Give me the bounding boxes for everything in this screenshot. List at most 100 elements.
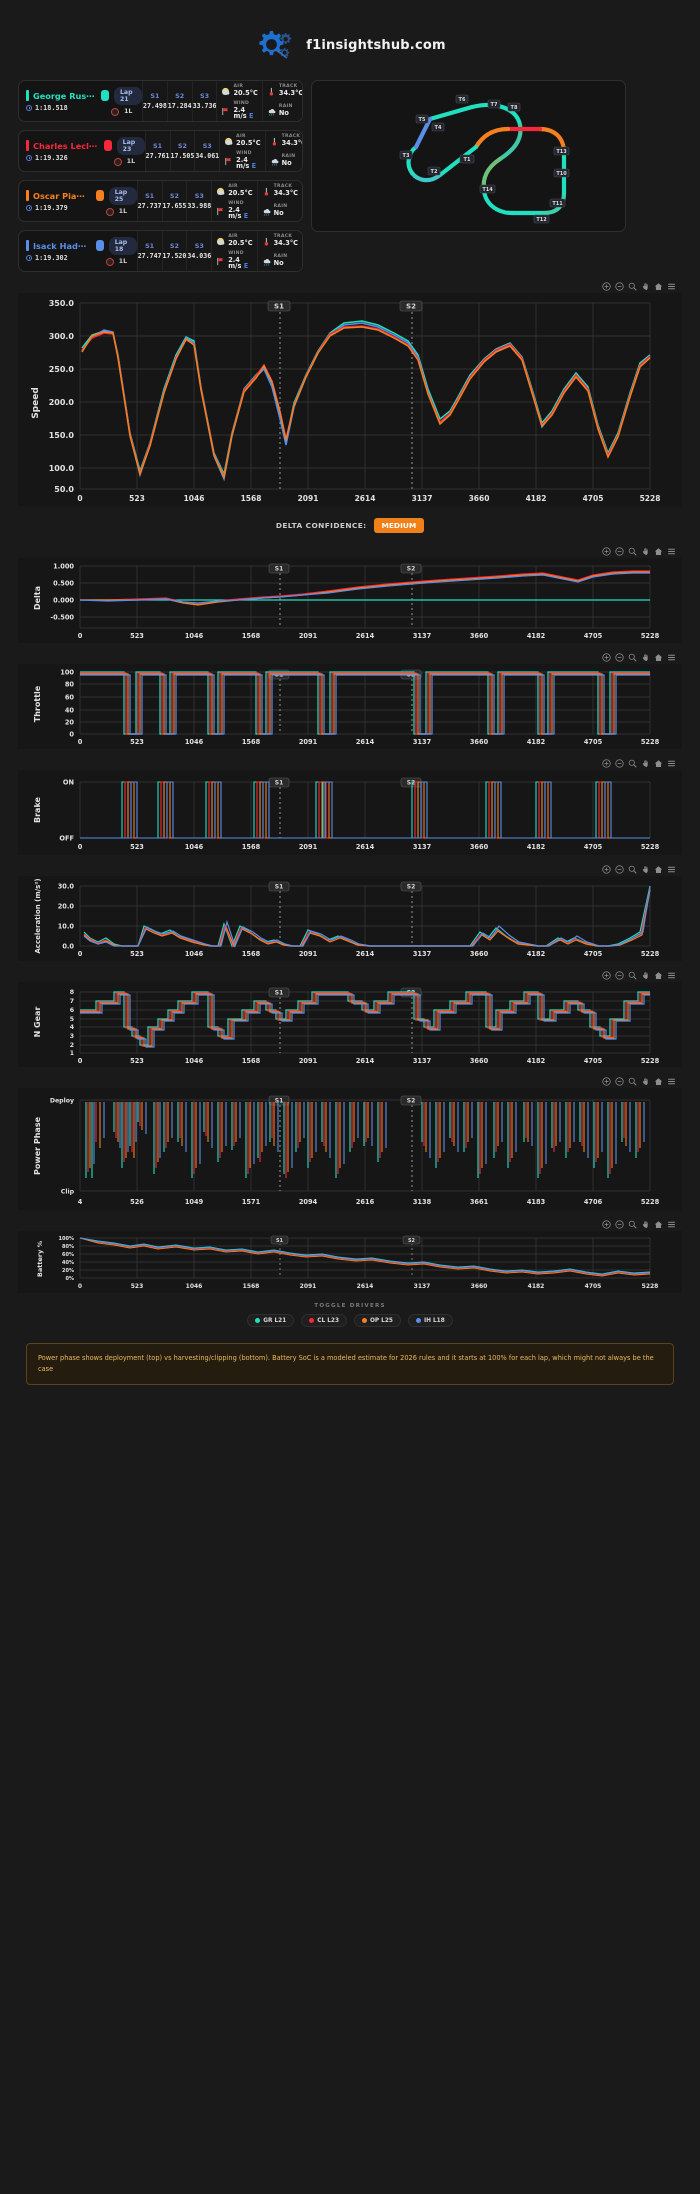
zoom-out-icon[interactable] (615, 282, 624, 291)
zoom-in-icon[interactable] (602, 1220, 611, 1229)
plot-toolbar[interactable] (18, 1218, 682, 1231)
zoom-in-icon[interactable] (602, 759, 611, 768)
zoom-out-icon[interactable] (615, 1220, 624, 1229)
delta-confidence-badge[interactable]: MEDIUM (373, 518, 425, 533)
delta-chart-panel[interactable]: S1 S2 1.000 0.500 0.000 -0.500 0 523 1046 1568… (18, 545, 682, 643)
plot-toolbar[interactable] (18, 969, 682, 982)
driver-card[interactable]: Charles Lecl⋯ 1:19.326 Lap 23 1L (18, 130, 303, 172)
pan-icon[interactable] (641, 282, 650, 291)
search-icon[interactable] (628, 547, 637, 556)
home-icon[interactable] (654, 759, 663, 768)
home-icon[interactable] (654, 1220, 663, 1229)
driver-card[interactable]: Isack Had⋯ 1:19.302 Lap 18 1L (18, 230, 303, 272)
legend-item[interactable]: OP L25 (353, 1314, 401, 1327)
pan-icon[interactable] (641, 971, 650, 980)
plot-toolbar[interactable] (18, 651, 682, 664)
svg-text:60: 60 (65, 694, 75, 702)
home-icon[interactable] (654, 547, 663, 556)
search-icon[interactable] (628, 653, 637, 662)
menu-icon[interactable] (667, 865, 676, 874)
menu-icon[interactable] (667, 971, 676, 980)
weather-rain: RAIN No (256, 201, 302, 221)
legend-item[interactable]: CL L23 (301, 1314, 347, 1327)
plot-toolbar[interactable] (18, 863, 682, 876)
home-icon[interactable] (654, 865, 663, 874)
svg-text:4182: 4182 (527, 843, 546, 851)
zoom-out-icon[interactable] (615, 1077, 624, 1086)
svg-text:0: 0 (78, 843, 83, 851)
throttle-chart-panel[interactable]: S1 S2 100 80 60 40 20 0 0 523 1046 1568 2091 261… (18, 651, 682, 749)
svg-text:0.0: 0.0 (62, 943, 74, 951)
speed-plot[interactable]: S1 S2 350.0 300.0 250.0 200.0 150.0 100.0 50.… (18, 293, 682, 506)
wind-direction: E (243, 262, 249, 271)
driver-card[interactable]: Oscar Pia⋯ 1:19.379 Lap 25 1L (18, 180, 303, 222)
pan-icon[interactable] (641, 865, 650, 874)
svg-text:523: 523 (131, 1283, 144, 1290)
speed-chart-panel[interactable]: S1 S2 350.0 300.0 250.0 200.0 150.0 100.0 50.… (18, 280, 682, 506)
menu-icon[interactable] (667, 759, 676, 768)
sector-value: 27.761 (145, 152, 170, 160)
menu-icon[interactable] (667, 653, 676, 662)
pan-icon[interactable] (641, 759, 650, 768)
menu-icon[interactable] (667, 282, 676, 291)
sector-cell: S1 27.761 (144, 131, 170, 171)
zoom-in-icon[interactable] (602, 547, 611, 556)
search-icon[interactable] (628, 1077, 637, 1086)
zoom-out-icon[interactable] (615, 759, 624, 768)
delta-plot[interactable]: S1 S2 1.000 0.500 0.000 -0.500 0 523 1046 1568… (18, 558, 682, 643)
battery-plot[interactable]: S1 S2 100% 80% 60% 40% 20% 0% 0 523 1046 1568 2… (18, 1231, 682, 1293)
legend-item[interactable]: IH L18 (407, 1314, 453, 1327)
home-icon[interactable] (654, 653, 663, 662)
home-icon[interactable] (654, 282, 663, 291)
zoom-in-icon[interactable] (602, 282, 611, 291)
toggle-drivers-legend[interactable]: GR L21 CL L23 OP L25 IH L18 (0, 1314, 700, 1331)
zoom-in-icon[interactable] (602, 865, 611, 874)
search-icon[interactable] (628, 282, 637, 291)
search-icon[interactable] (628, 1220, 637, 1229)
svg-text:80: 80 (65, 681, 75, 689)
zoom-out-icon[interactable] (615, 971, 624, 980)
zoom-in-icon[interactable] (602, 1077, 611, 1086)
menu-icon[interactable] (667, 1077, 676, 1086)
svg-text:5228: 5228 (640, 494, 661, 503)
zoom-out-icon[interactable] (615, 865, 624, 874)
dashboard-page: f1insightshub.com George Rus⋯ 1:18.518 (0, 31, 700, 1385)
wind-label: WIND (233, 101, 250, 107)
zoom-in-icon[interactable] (602, 653, 611, 662)
search-icon[interactable] (628, 971, 637, 980)
zoom-out-icon[interactable] (615, 547, 624, 556)
track-map[interactable]: T6 T7 T8 T5 (311, 80, 626, 232)
plot-toolbar[interactable] (18, 757, 682, 770)
throttle-plot[interactable]: S1 S2 100 80 60 40 20 0 0 523 1046 1568 2091 261… (18, 664, 682, 749)
battery-chart-panel[interactable]: S1 S2 100% 80% 60% 40% 20% 0% 0 523 1046 1568 2… (18, 1218, 682, 1293)
plot-toolbar[interactable] (18, 1075, 682, 1088)
svg-text:3660: 3660 (469, 494, 490, 503)
plot-toolbar[interactable] (18, 545, 682, 558)
brake-plot[interactable]: S1 S2 ON OFF 0 523 1046 1568 2091 2614 3137 366… (18, 770, 682, 855)
menu-icon[interactable] (667, 1220, 676, 1229)
zoom-out-icon[interactable] (615, 653, 624, 662)
svg-text:1568: 1568 (242, 843, 261, 851)
svg-text:0: 0 (77, 494, 82, 503)
legend-item[interactable]: GR L21 (247, 1314, 295, 1327)
power-phase-chart-panel[interactable]: S1 S2 (18, 1075, 682, 1210)
home-icon[interactable] (654, 971, 663, 980)
acceleration-plot[interactable]: S1 S2 30.0 20.0 10.0 0.0 0 523 1046 1568 2091 2… (18, 876, 682, 961)
home-icon[interactable] (654, 1077, 663, 1086)
search-icon[interactable] (628, 865, 637, 874)
search-icon[interactable] (628, 759, 637, 768)
air-value: 20.5°C (228, 239, 253, 247)
brake-chart-panel[interactable]: S1 S2 ON OFF 0 523 1046 1568 2091 2614 3137 366… (18, 757, 682, 855)
pan-icon[interactable] (641, 547, 650, 556)
pan-icon[interactable] (641, 1220, 650, 1229)
power-phase-plot[interactable]: S1 S2 (18, 1088, 682, 1210)
acceleration-chart-panel[interactable]: S1 S2 30.0 20.0 10.0 0.0 0 523 1046 1568 2091 2… (18, 863, 682, 961)
driver-card[interactable]: George Rus⋯ 1:18.518 Lap 21 1L (18, 80, 303, 122)
pan-icon[interactable] (641, 653, 650, 662)
plot-toolbar[interactable] (18, 280, 682, 293)
zoom-in-icon[interactable] (602, 971, 611, 980)
menu-icon[interactable] (667, 547, 676, 556)
pan-icon[interactable] (641, 1077, 650, 1086)
